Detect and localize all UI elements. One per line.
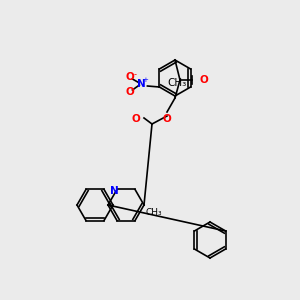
Text: +: + — [142, 77, 148, 83]
Text: N: N — [110, 186, 118, 197]
Text: O: O — [200, 75, 209, 85]
Text: O: O — [163, 114, 171, 124]
Text: CH₃: CH₃ — [167, 78, 187, 88]
Text: O: O — [131, 114, 140, 124]
Text: O: O — [125, 72, 134, 82]
Text: -: - — [134, 70, 137, 80]
Text: CH₃: CH₃ — [145, 208, 162, 217]
Text: O: O — [125, 87, 134, 97]
Text: N: N — [137, 79, 146, 89]
